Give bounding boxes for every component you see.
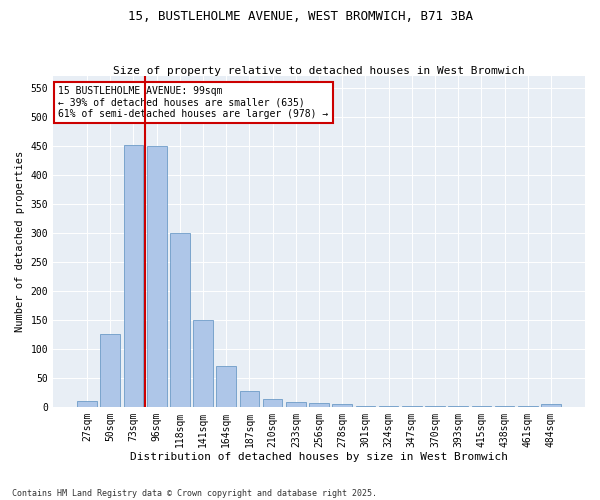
Bar	[124, 144, 143, 407]
Bar	[170, 233, 190, 407]
Bar	[77, 401, 97, 407]
Text: Contains HM Land Registry data © Crown copyright and database right 2025.: Contains HM Land Registry data © Crown c…	[12, 488, 377, 498]
Bar	[263, 400, 283, 407]
Bar	[356, 406, 375, 407]
Bar	[286, 402, 305, 407]
Bar	[193, 320, 213, 407]
Bar	[147, 146, 167, 407]
Title: Size of property relative to detached houses in West Bromwich: Size of property relative to detached ho…	[113, 66, 525, 76]
Bar	[309, 404, 329, 407]
Bar	[425, 406, 445, 407]
Bar	[448, 406, 468, 407]
Bar	[518, 406, 538, 407]
Bar	[379, 406, 398, 407]
Text: 15, BUSTLEHOLME AVENUE, WEST BROMWICH, B71 3BA: 15, BUSTLEHOLME AVENUE, WEST BROMWICH, B…	[128, 10, 473, 23]
Bar	[541, 404, 561, 407]
Bar	[402, 406, 422, 407]
Bar	[472, 406, 491, 407]
Bar	[239, 391, 259, 407]
Bar	[100, 334, 120, 407]
Y-axis label: Number of detached properties: Number of detached properties	[15, 151, 25, 332]
Bar	[217, 366, 236, 407]
Bar	[332, 404, 352, 407]
Text: 15 BUSTLEHOLME AVENUE: 99sqm
← 39% of detached houses are smaller (635)
61% of s: 15 BUSTLEHOLME AVENUE: 99sqm ← 39% of de…	[58, 86, 329, 120]
X-axis label: Distribution of detached houses by size in West Bromwich: Distribution of detached houses by size …	[130, 452, 508, 462]
Bar	[495, 406, 514, 407]
